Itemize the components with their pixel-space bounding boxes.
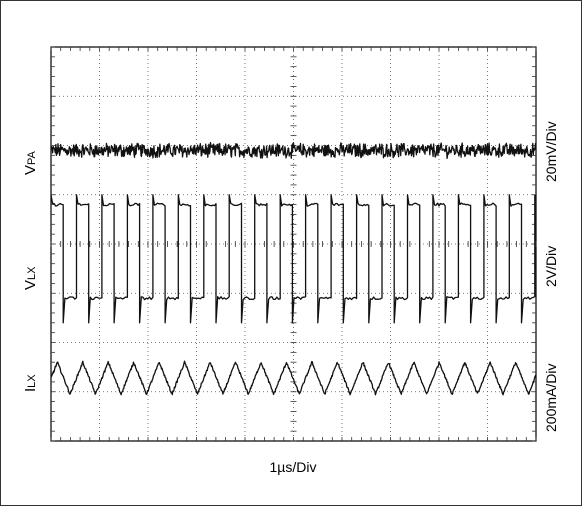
scale-label-vlx: 2V/Div [543, 246, 559, 287]
trace-ilx [50, 360, 537, 396]
scale-label-vpa: 20mV/Div [543, 121, 559, 182]
trace-vpa [50, 141, 537, 160]
channel-label-vpa: VPA [22, 150, 39, 175]
traces [50, 141, 537, 396]
x-axis-label: 1µs/Div [270, 459, 317, 475]
trace-vlx [50, 194, 536, 324]
scale-label-ilx: 200mA/Div [543, 364, 559, 432]
channel-label-ilx: ILX [22, 374, 39, 392]
channel-label-vlx: VLX [22, 266, 39, 290]
